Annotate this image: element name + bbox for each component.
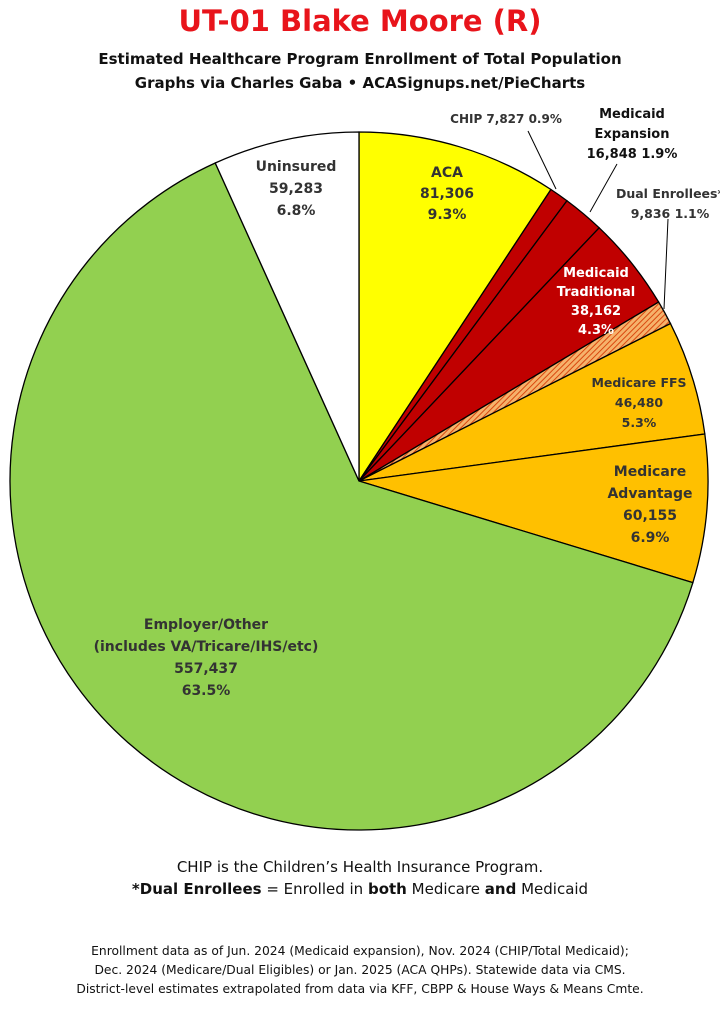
leader-dual (663, 218, 669, 310)
label-medicare-adv-line: 60,155 (623, 508, 677, 524)
dual-note-both: both (367, 880, 407, 898)
page-title: UT-01 Blake Moore (R) (178, 4, 542, 38)
label-medicare-ffs: Medicare FFS 46,480 5.3% (591, 375, 686, 430)
label-aca: ACA 81,306 9.3% (420, 165, 474, 223)
leader-chip (527, 130, 557, 190)
label-medicaid-expansion-line: Expansion (595, 127, 670, 142)
label-medicare-adv-line: Medicare (614, 464, 686, 480)
label-medicaid-traditional-line: 4.3% (578, 323, 614, 338)
slice-aca (358, 131, 552, 484)
dual-note-term: *Dual Enrollees (131, 880, 262, 898)
dual-note: *Dual Enrollees = Enrolled in both Medic… (0, 880, 720, 898)
label-chip: CHIP 7,827 0.9% (450, 112, 562, 126)
label-medicare-adv: Medicare Advantage 60,155 6.9% (607, 464, 692, 546)
footer-line-2: Dec. 2024 (Medicare/Dual Eligibles) or J… (94, 963, 626, 977)
label-dual: Dual Enrollees* 9,836 1.1% (616, 186, 720, 221)
label-medicare-ffs-line: 46,480 (615, 395, 664, 410)
label-medicare-adv-line: 6.9% (631, 530, 670, 546)
label-aca-line: 81,306 (420, 186, 474, 202)
label-employer-line: Employer/Other (144, 617, 268, 633)
slice-medicare-advantage (358, 433, 709, 584)
footer-line-3: District-level estimates extrapolated fr… (76, 982, 644, 996)
chip-note: CHIP is the Children’s Health Insurance … (176, 858, 544, 876)
label-medicaid-traditional-line: 38,162 (571, 304, 621, 319)
label-medicare-adv-line: Advantage (607, 486, 692, 502)
label-employer-line: (includes VA/Tricare/IHS/etc) (94, 639, 319, 655)
label-uninsured-line: Uninsured (256, 159, 337, 175)
label-medicaid-traditional: Medicaid Traditional 38,162 4.3% (557, 266, 635, 338)
dual-note-text-3: Medicaid (516, 880, 589, 898)
leader-medicaid-expansion (589, 163, 618, 213)
label-uninsured-line: 59,283 (269, 181, 323, 197)
label-medicaid-expansion-line: Medicaid (599, 107, 665, 122)
subtitle-line-1: Estimated Healthcare Program Enrollment … (98, 50, 622, 68)
subtitle-line-2: Graphs via Charles Gaba • ACASignups.net… (134, 74, 586, 92)
dual-note-text-1: = Enrolled in (261, 880, 368, 898)
slice-employer-other (9, 162, 694, 831)
label-uninsured: Uninsured 59,283 6.8% (256, 159, 337, 219)
label-medicare-ffs-line: 5.3% (622, 415, 657, 430)
label-dual-line: 9,836 1.1% (631, 206, 710, 221)
label-employer-line: 63.5% (182, 683, 231, 699)
footer-line-1: Enrollment data as of Jun. 2024 (Medicai… (91, 944, 629, 958)
dual-note-and: and (484, 880, 517, 898)
label-medicaid-expansion: Medicaid Expansion 16,848 1.9% (587, 107, 678, 162)
label-aca-line: ACA (431, 165, 463, 181)
label-medicare-ffs-line: Medicare FFS (591, 375, 686, 390)
label-employer: Employer/Other (includes VA/Tricare/IHS/e… (94, 617, 319, 699)
label-medicaid-traditional-line: Medicaid (563, 266, 629, 281)
label-employer-line: 557,437 (174, 661, 238, 677)
label-uninsured-line: 6.8% (277, 203, 316, 219)
label-medicaid-traditional-line: Traditional (557, 285, 635, 300)
label-medicaid-expansion-line: 16,848 1.9% (587, 147, 678, 162)
label-aca-line: 9.3% (428, 207, 467, 223)
label-dual-line: Dual Enrollees* (616, 186, 720, 201)
slice-uninsured (214, 131, 360, 482)
dual-note-text-2: Medicare (406, 880, 485, 898)
